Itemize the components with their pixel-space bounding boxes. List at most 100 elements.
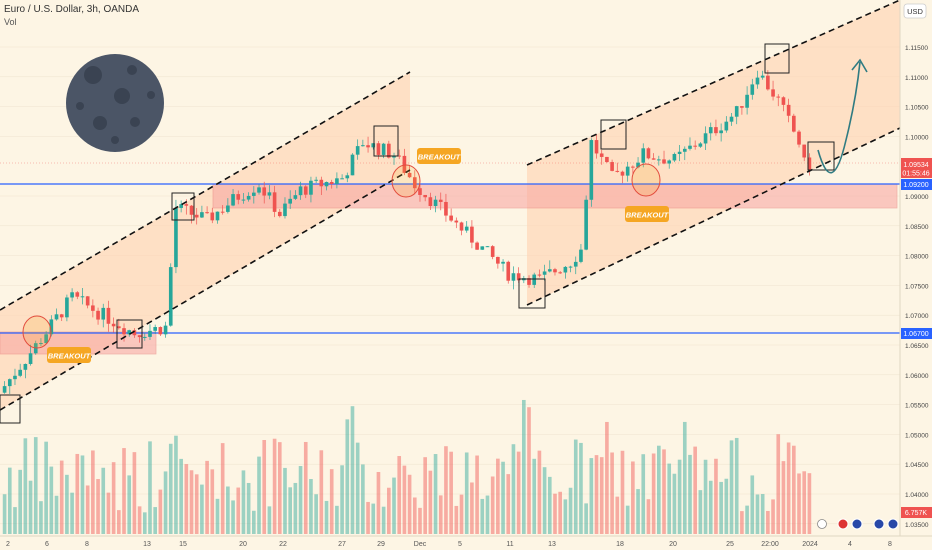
candle <box>267 185 272 200</box>
symbol-title[interactable]: Euro / U.S. Dollar, 3h, OANDA <box>4 4 140 15</box>
channel-1-fill <box>0 72 410 410</box>
currency-badge[interactable] <box>903 3 927 19</box>
event-clock-icon[interactable] <box>817 519 827 529</box>
volume-value: 6.757K <box>905 510 928 517</box>
volume-bar <box>459 494 464 534</box>
candle <box>688 137 692 151</box>
candle-body <box>231 194 235 206</box>
candle <box>2 381 7 394</box>
breakout-badge-2: BREAKOUT <box>417 148 462 164</box>
candle-body <box>59 314 64 318</box>
volume-bar <box>766 510 770 534</box>
candle <box>277 209 282 218</box>
candle-body <box>402 155 407 173</box>
candle-body <box>428 197 433 206</box>
volume-bar <box>745 505 749 534</box>
candle-body <box>568 266 573 268</box>
touch-box <box>373 125 399 157</box>
candle <box>298 181 303 200</box>
candle-body <box>314 179 318 181</box>
candle-body <box>615 170 620 172</box>
volume-bar <box>527 407 531 534</box>
price-tick-label: 1.10000 <box>905 134 929 141</box>
candle <box>719 123 723 142</box>
candle-body <box>392 155 396 158</box>
candle-body <box>438 199 443 202</box>
candle-body <box>547 269 552 272</box>
candle <box>106 300 111 332</box>
candle-body <box>137 335 142 338</box>
candle <box>579 243 583 264</box>
candle <box>428 192 433 210</box>
candle-body <box>745 94 749 108</box>
candle-body <box>506 261 511 281</box>
volume-bar <box>252 510 256 534</box>
candle-body <box>350 154 355 176</box>
channel-2-lower-line <box>526 127 901 306</box>
volume-bar <box>631 461 635 534</box>
volume-bar <box>719 481 723 534</box>
candle <box>506 260 511 284</box>
candle <box>547 260 552 273</box>
candle-body <box>96 310 100 320</box>
volume-bar <box>179 458 183 534</box>
volume-bar <box>340 465 344 534</box>
candle <box>215 211 220 224</box>
candle <box>433 195 438 213</box>
time-tick-label: 8 <box>888 541 892 548</box>
event-flag-eu-icon[interactable] <box>887 518 899 530</box>
volume-bar <box>267 506 272 534</box>
candle-body <box>283 203 287 217</box>
time-tick-label: 18 <box>616 541 624 548</box>
time-tick-label: 20 <box>669 541 677 548</box>
candle <box>610 159 614 172</box>
candle <box>91 299 95 318</box>
candle-body <box>734 106 739 117</box>
economic-event-icons[interactable] <box>817 518 899 530</box>
volume-bar <box>153 507 157 534</box>
candle-body <box>293 195 298 199</box>
candle-body <box>553 269 557 273</box>
candle-body <box>127 330 132 335</box>
candle-body <box>527 278 531 285</box>
candle-body <box>412 177 417 189</box>
touch-box <box>0 394 21 424</box>
candle-body <box>361 145 365 147</box>
volume-bar <box>324 500 329 534</box>
touch-boxes <box>0 43 835 424</box>
event-flag-eu-icon[interactable] <box>873 518 885 530</box>
candle <box>740 105 744 115</box>
candle <box>75 291 80 300</box>
candle <box>750 78 755 100</box>
candle <box>210 207 215 224</box>
volume-bar <box>563 499 568 534</box>
candle-body <box>85 296 90 306</box>
volume-bar <box>802 471 807 534</box>
candle-body <box>345 175 350 179</box>
volume-bar <box>584 503 588 534</box>
candle <box>226 198 230 214</box>
volume-bar <box>184 464 189 534</box>
volume-bar <box>682 421 687 534</box>
event-flag-us-icon[interactable] <box>837 518 849 530</box>
event-flag-eu-icon[interactable] <box>851 518 863 530</box>
candle-body <box>662 159 666 164</box>
volume-bar <box>511 444 516 534</box>
candle-body <box>75 292 80 297</box>
candle <box>23 363 28 379</box>
candle <box>766 70 770 91</box>
candle-body <box>148 330 152 337</box>
candle-body <box>303 186 308 195</box>
volume-bar <box>615 496 620 534</box>
volume-bar <box>59 460 64 534</box>
volume-bar <box>438 495 443 534</box>
candle <box>708 122 713 141</box>
candle <box>122 323 126 342</box>
time-tick-label: 4 <box>848 541 852 548</box>
volume-bar <box>688 454 692 534</box>
channel-2-fill <box>527 0 900 305</box>
volume-bar <box>262 440 267 534</box>
price-tick-label: 1.06500 <box>905 343 929 350</box>
candle <box>324 181 329 191</box>
